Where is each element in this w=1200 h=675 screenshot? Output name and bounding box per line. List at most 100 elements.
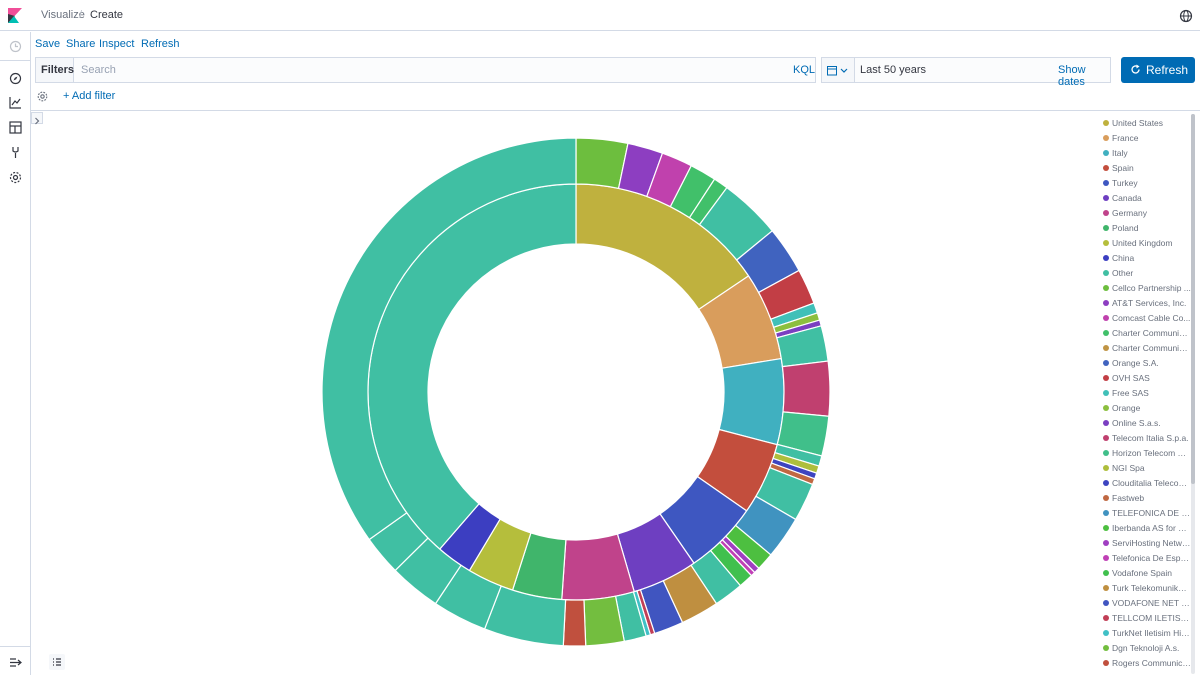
dashboard-icon[interactable] [9,121,22,134]
legend-color-dot [1103,450,1109,456]
side-navigation [0,32,31,675]
add-filter-link[interactable]: + Add filter [63,90,116,102]
search-input[interactable] [76,58,776,82]
date-picker: Last 50 years Show dates [821,57,1111,88]
legend-item[interactable]: Dgn Teknoloji A.s. [1103,642,1191,657]
legend-item[interactable]: Charter Communica... [1103,342,1191,357]
legend-item[interactable]: United States [1103,117,1191,132]
breadcrumb-create: Create [90,9,124,21]
legend-item[interactable]: OVH SAS [1103,372,1191,387]
legend-item[interactable]: Online S.a.s. [1103,417,1191,432]
legend-item-label: AT&T Services, Inc. [1112,298,1187,308]
legend-color-dot [1103,510,1109,516]
filter-settings-gear-icon[interactable] [37,91,48,102]
legend-item[interactable]: Spain [1103,162,1191,177]
date-range-label[interactable]: Last 50 years [860,64,927,76]
recently-viewed-clock-icon[interactable] [9,40,22,53]
show-dates-link[interactable]: Show dates [1058,64,1086,88]
visualize-chart-icon[interactable] [9,96,22,109]
legend-item[interactable]: France [1103,132,1191,147]
kibana-logo-icon[interactable] [8,8,22,23]
legend-item[interactable]: NGI Spa [1103,462,1191,477]
legend-item[interactable]: Cellco Partnership ... [1103,282,1191,297]
help-globe-icon[interactable] [1179,9,1193,23]
legend-scroll-thumb[interactable] [1191,114,1195,484]
legend-color-dot [1103,630,1109,636]
legend-color-dot [1103,465,1109,471]
legend-item-label: Italy [1112,148,1128,158]
legend-item-label: Canada [1112,193,1142,203]
legend-item[interactable]: Turkey [1103,177,1191,192]
legend-item-label: France [1112,133,1139,143]
legend-color-dot [1103,210,1109,216]
legend-color-dot [1103,330,1109,336]
legend-toggle-button[interactable] [49,654,65,670]
legend-item-label: Orange S.A. [1112,358,1159,368]
legend-item-label: ServiHosting Netwo... [1112,538,1191,548]
legend-item[interactable]: TELEFONICA DE ES... [1103,507,1191,522]
legend-item[interactable]: China [1103,252,1191,267]
legend-item[interactable]: TELLCOM ILETISIM ... [1103,612,1191,627]
legend-item[interactable]: Free SAS [1103,387,1191,402]
management-gear-icon[interactable] [9,171,22,184]
legend-item-label: Other [1112,268,1134,278]
legend-item[interactable]: VODAFONE NET ILE... [1103,597,1191,612]
legend-item[interactable]: Rogers Communicat... [1103,657,1191,672]
legend-item[interactable]: Clouditalia Telecom... [1103,477,1191,492]
isp-slice[interactable] [781,360,831,417]
breadcrumb-visualize[interactable]: Visualize [41,9,85,21]
legend-item-label: Turkey [1112,178,1138,188]
legend-item[interactable]: Fastweb [1103,492,1191,507]
legend-item[interactable]: Iberbanda AS for Sp... [1103,522,1191,537]
legend-item[interactable]: Telefonica De Espana [1103,552,1191,567]
refresh-button[interactable]: Refresh [1121,57,1195,83]
legend-item[interactable]: Telecom Italia S.p.a. [1103,432,1191,447]
dev-tools-wrench-icon[interactable] [9,146,22,159]
isp-slice[interactable] [562,599,587,647]
quick-date-menu-button[interactable] [822,58,855,82]
legend-color-dot [1103,225,1109,231]
legend-item[interactable]: Orange [1103,402,1191,417]
legend-item-label: Horizon Telecom SRL [1112,448,1191,458]
legend-item-label: Clouditalia Telecom... [1112,478,1191,488]
kql-language-toggle[interactable]: KQL [793,64,816,76]
legend-item[interactable]: Charter Communica... [1103,327,1191,342]
legend-item-label: Cellco Partnership ... [1112,283,1191,293]
legend-item-label: Spain [1112,163,1134,173]
legend-item[interactable]: Vodafone Spain [1103,567,1191,582]
legend-item[interactable]: United Kingdom [1103,237,1191,252]
collapse-sidebar-button[interactable] [31,112,43,125]
legend-item[interactable]: Other [1103,267,1191,282]
legend-item[interactable]: Orange S.A. [1103,357,1191,372]
legend-item[interactable]: Italy [1103,147,1191,162]
isp-slice[interactable] [321,137,577,541]
filters-label: Filters [36,58,74,82]
legend-item[interactable]: Canada [1103,192,1191,207]
legend-item[interactable]: Comcast Cable Co... [1103,312,1191,327]
query-bar: Filters KQL [35,57,816,83]
legend-scrollbar[interactable] [1191,114,1195,674]
legend-item[interactable]: Poland [1103,222,1191,237]
legend-item-label: TurkNet Iletisim Hiz... [1112,628,1191,638]
legend-item[interactable]: Turk Telekomunikas... [1103,582,1191,597]
legend-item[interactable]: Horizon Telecom SRL [1103,447,1191,462]
share-menu-item[interactable]: Share [66,38,96,50]
legend-item[interactable]: ServiHosting Netwo... [1103,537,1191,552]
legend-item[interactable]: TurkNet Iletisim Hiz... [1103,627,1191,642]
nav-bottom-divider [0,646,30,647]
legend-item-label: Telefonica De Espana [1112,553,1191,563]
legend-color-dot [1103,540,1109,546]
expand-nav-icon[interactable] [9,656,22,669]
legend-item[interactable]: AT&T Services, Inc. [1103,297,1191,312]
legend-item-label: Dgn Teknoloji A.s. [1112,643,1180,653]
legend-item-label: Rogers Communicat... [1112,658,1191,668]
inspect-menu-item[interactable]: Inspect [99,38,135,50]
discover-compass-icon[interactable] [9,72,22,85]
legend-color-dot [1103,300,1109,306]
legend-item[interactable]: Germany [1103,207,1191,222]
legend-item-label: China [1112,253,1135,263]
legend-item-label: Vodafone Spain [1112,568,1173,578]
refresh-menu-item[interactable]: Refresh [141,38,180,50]
save-menu-item[interactable]: Save [35,38,61,50]
legend-color-dot [1103,555,1109,561]
